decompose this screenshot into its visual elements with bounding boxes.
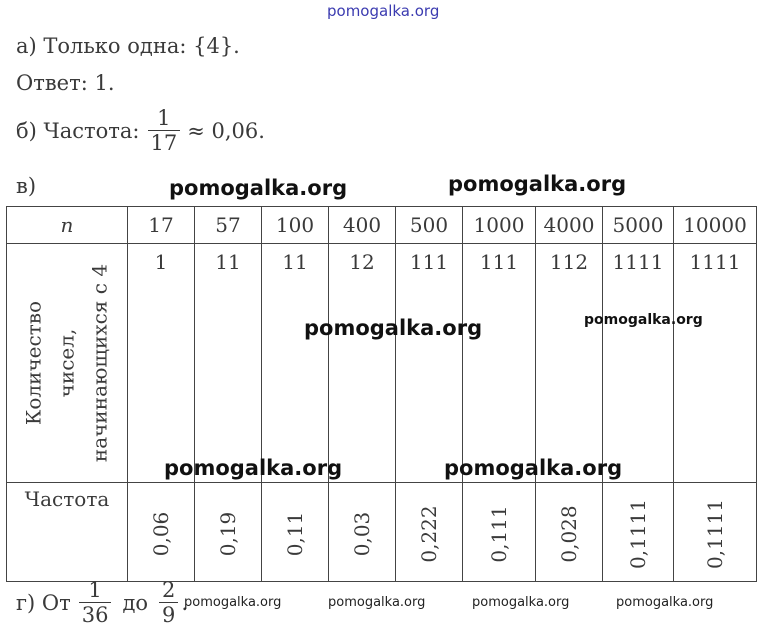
- frequency-value: 0,1111: [626, 498, 650, 569]
- fraction-g-2-numerator: 2: [162, 578, 176, 602]
- watermark: pomogalka.org: [472, 595, 570, 610]
- n-cell: 4000: [535, 206, 603, 244]
- count-label-cell: Количество чисел, начинающихся с 4: [6, 243, 128, 483]
- frequency-cell: 0,222: [395, 482, 463, 582]
- n-cell: 100: [261, 206, 329, 244]
- fraction-g-2-denominator: 9: [159, 602, 179, 627]
- line-g: г) От 1 36 до 2 9 .: [16, 578, 188, 627]
- count-cell: 12: [328, 243, 396, 483]
- fraction-g-1: 1 36: [78, 578, 112, 627]
- count-label-line: Количество: [21, 300, 46, 426]
- fraction-g-1-numerator: 1: [88, 578, 102, 602]
- watermark: pomogalka.org: [184, 595, 282, 610]
- n-cell: 1000: [462, 206, 536, 244]
- frequency-cell: 0,19: [194, 482, 262, 582]
- n-cell: 5000: [602, 206, 674, 244]
- frequency-value: 0,19: [216, 511, 240, 557]
- count-cell: 112: [535, 243, 603, 483]
- fraction-g-2: 2 9: [159, 578, 179, 627]
- line-a: а) Только одна: {4}.: [16, 34, 240, 58]
- watermark: pomogalka.org: [169, 176, 348, 200]
- line-g-prefix: г) От: [16, 590, 71, 615]
- fraction-b-denominator: 17: [147, 130, 181, 155]
- line-v: в): [16, 174, 37, 198]
- n-cell: 10000: [673, 206, 757, 244]
- frequency-label-cell: Частота: [6, 482, 128, 582]
- table-row-frequency: Частота 0,06 0,19 0,11 0,03 0,222 0,111 …: [6, 482, 757, 582]
- line-b: б) Частота: 1 17 ≈ 0,06.: [16, 106, 265, 155]
- data-table: n 17 57 100 400 500 1000 4000 5000 10000…: [6, 206, 757, 582]
- line-b-suffix: ≈ 0,06.: [187, 118, 265, 143]
- n-cell: 57: [194, 206, 262, 244]
- count-label-line: начинающихся с 4: [87, 263, 112, 463]
- count-cell: 111: [462, 243, 536, 483]
- line-g-middle: до: [122, 590, 149, 615]
- watermark: pomogalka.org: [584, 312, 703, 328]
- table-row-n: n 17 57 100 400 500 1000 4000 5000 10000: [6, 206, 757, 244]
- frequency-value: 0,222: [417, 505, 441, 563]
- frequency-cell: 0,11: [261, 482, 329, 582]
- n-cell: 500: [395, 206, 463, 244]
- count-cell: 1: [127, 243, 195, 483]
- table-row-count: Количество чисел, начинающихся с 4 1 11 …: [6, 243, 757, 483]
- frequency-cell: 0,03: [328, 482, 396, 582]
- fraction-g-1-denominator: 36: [78, 602, 112, 627]
- count-cell: 11: [194, 243, 262, 483]
- frequency-cell: 0,028: [535, 482, 603, 582]
- fraction-b-numerator: 1: [157, 106, 171, 130]
- frequency-cell: 0,06: [127, 482, 195, 582]
- watermark: pomogalka.org: [164, 456, 343, 480]
- frequency-value: 0,06: [149, 511, 173, 557]
- count-cell: 111: [395, 243, 463, 483]
- frequency-cell: 0,111: [462, 482, 536, 582]
- watermark: pomogalka.org: [448, 172, 627, 196]
- line-b-prefix: б) Частота:: [16, 118, 140, 143]
- line-g-suffix: .: [181, 590, 189, 615]
- n-label-cell: n: [6, 206, 128, 244]
- frequency-value: 0,1111: [703, 498, 727, 569]
- count-label-line: чисел,: [54, 328, 79, 398]
- frequency-value: 0,03: [350, 511, 374, 557]
- n-cell: 17: [127, 206, 195, 244]
- n-cell: 400: [328, 206, 396, 244]
- watermark: pomogalka.org: [616, 595, 714, 610]
- fraction-b: 1 17: [147, 106, 181, 155]
- count-cell: 1111: [673, 243, 757, 483]
- watermark: pomogalka.org: [304, 316, 483, 340]
- watermark-top: pomogalka.org: [327, 2, 440, 20]
- frequency-value: 0,11: [283, 511, 307, 557]
- count-cell: 11: [261, 243, 329, 483]
- frequency-value: 0,111: [487, 505, 511, 563]
- watermark: pomogalka.org: [444, 456, 623, 480]
- frequency-cell: 0,1111: [602, 482, 674, 582]
- watermark: pomogalka.org: [328, 595, 426, 610]
- answer-line: Ответ: 1.: [16, 71, 115, 95]
- count-cell: 1111: [602, 243, 674, 483]
- frequency-value: 0,028: [557, 505, 581, 563]
- frequency-cell: 0,1111: [673, 482, 757, 582]
